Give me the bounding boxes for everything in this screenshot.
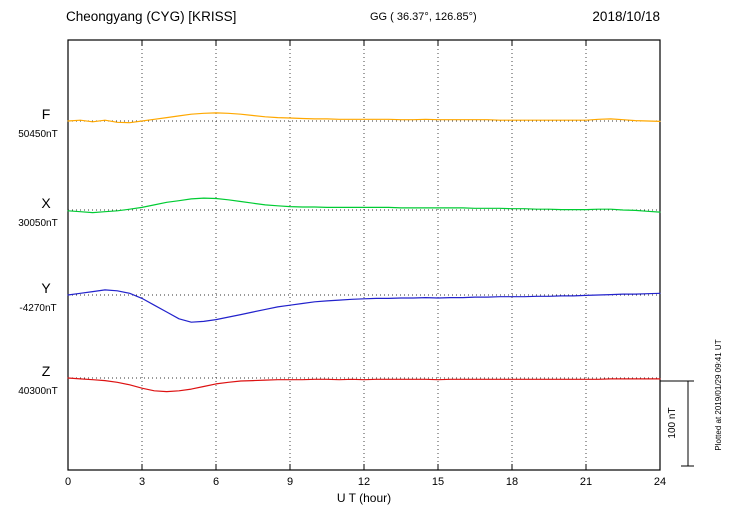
baseline-value-z: 40300nT [18,386,57,397]
x-tick-label-24: 24 [654,476,666,488]
series-label-x: X [41,195,51,211]
plot-dynamic-layer [67,40,661,470]
station-title: Cheongyang (CYG) [KRISS] [66,9,236,24]
series-label-y: Y [41,280,51,296]
baseline-value-x: 30050nT [18,218,57,229]
x-tick-label-21: 21 [580,476,592,488]
plot-timestamp-note: Plotted at 2019/01/29 09:41 UT [714,339,723,450]
x-tick-label-6: 6 [213,476,219,488]
x-tick-label-15: 15 [432,476,444,488]
baseline-value-y: -4270nT [19,303,56,314]
x-tick-label-3: 3 [139,476,145,488]
series-label-z: Z [42,363,51,379]
trace-Z [67,377,661,393]
plot-date: 2018/10/18 [592,9,660,24]
x-tick-label-0: 0 [65,476,71,488]
series-label-f: F [42,106,51,122]
trace-F [67,112,661,124]
scale-bar-label: 100 nT [667,407,678,438]
x-tick-label-12: 12 [358,476,370,488]
x-tick-label-9: 9 [287,476,293,488]
x-axis-label: U T (hour) [337,491,391,505]
baseline-value-f: 50450nT [18,129,57,140]
trace-X [67,197,661,214]
geo-coords: GG ( 36.37°, 126.85°) [370,11,477,23]
x-tick-label-18: 18 [506,476,518,488]
trace-Y [67,289,661,323]
scale-bar [660,380,694,467]
